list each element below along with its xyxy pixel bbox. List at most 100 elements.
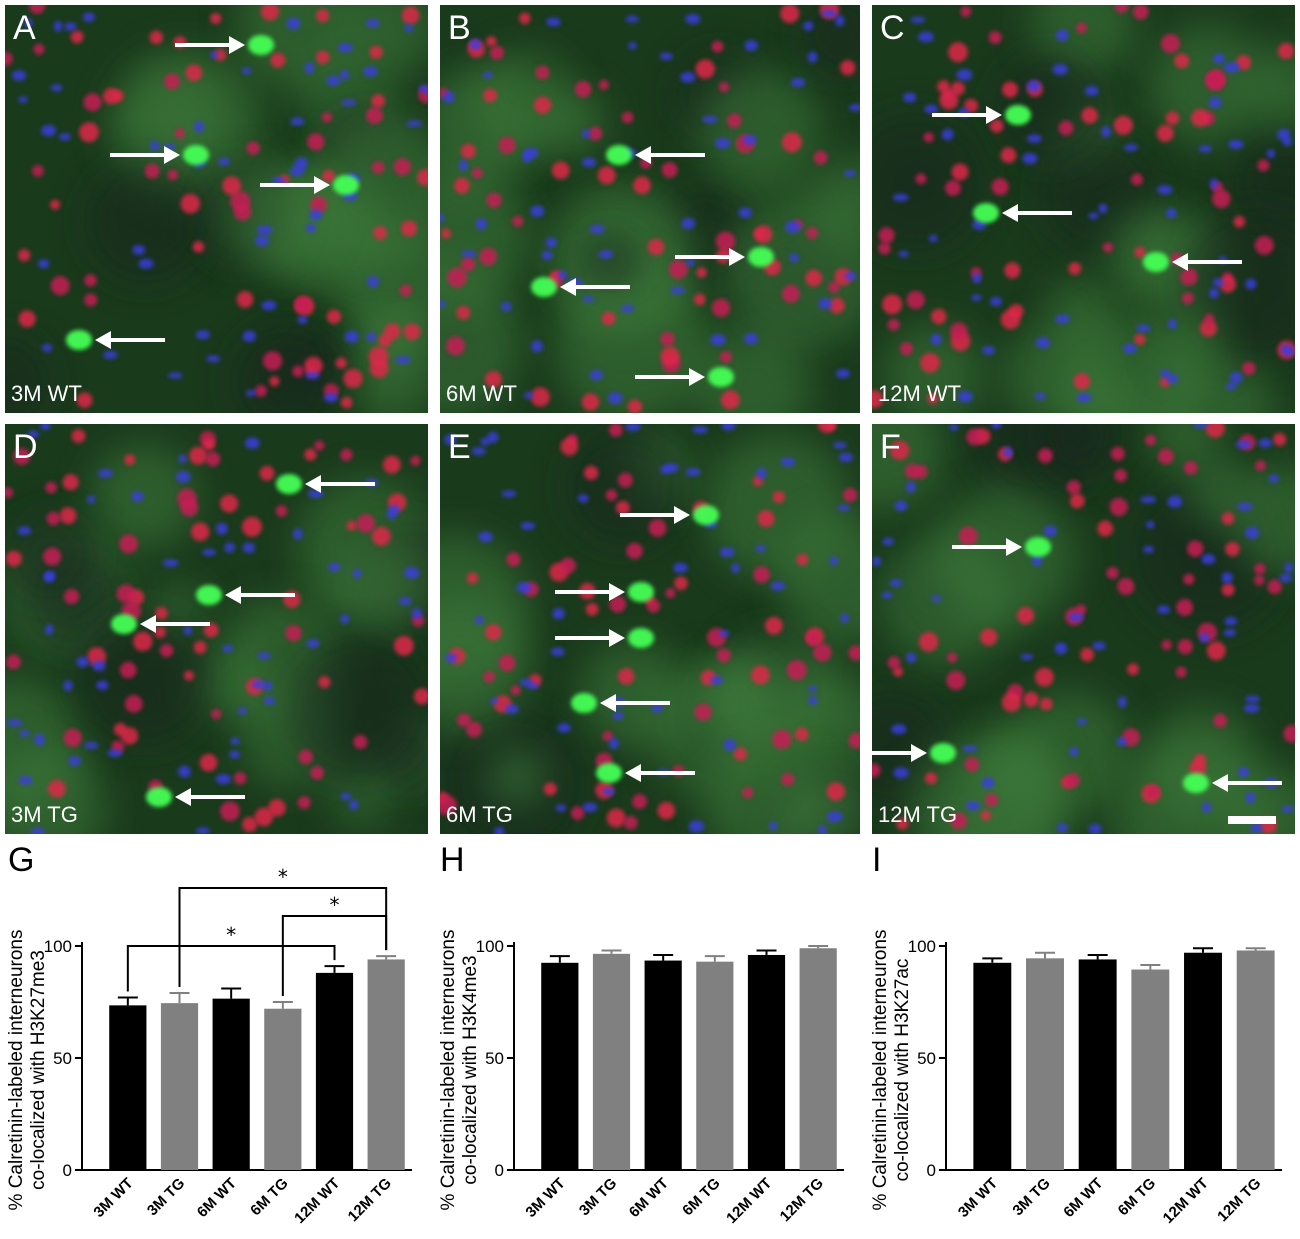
micrograph-panel-a: A 3M WT <box>5 5 428 413</box>
x-tick-label: 3M TG <box>576 1175 620 1219</box>
red-nucleus <box>485 624 502 641</box>
blue-nucleus <box>18 775 33 785</box>
blue-nucleus <box>1245 526 1260 539</box>
red-nucleus <box>1000 309 1021 330</box>
red-nucleus <box>13 448 31 465</box>
blue-nucleus <box>406 120 423 127</box>
calretinin-neuron <box>66 330 92 350</box>
red-nucleus <box>711 40 724 53</box>
blue-nucleus <box>480 437 491 446</box>
x-tick-label: 12M WT <box>723 1175 775 1227</box>
blue-nucleus <box>262 681 273 691</box>
blue-nucleus <box>1076 393 1092 403</box>
blue-nucleus <box>242 542 255 553</box>
red-nucleus <box>988 31 1002 44</box>
red-nucleus <box>479 247 497 266</box>
red-nucleus <box>1254 563 1266 575</box>
x-tick-label: 12M WT <box>1160 1175 1212 1227</box>
red-nucleus <box>945 180 961 196</box>
red-nucleus <box>512 215 524 227</box>
red-nucleus <box>1134 333 1146 345</box>
red-nucleus <box>70 30 84 44</box>
red-nucleus <box>718 81 730 93</box>
red-nucleus <box>189 446 208 465</box>
blue-nucleus <box>724 738 736 751</box>
blue-nucleus <box>555 804 567 812</box>
blue-nucleus <box>1020 653 1034 660</box>
red-nucleus <box>1183 573 1195 585</box>
blue-nucleus <box>686 257 695 267</box>
red-nucleus <box>829 297 845 314</box>
red-nucleus <box>466 572 479 584</box>
red-nucleus <box>1075 604 1087 615</box>
blue-nucleus <box>889 579 903 587</box>
blue-nucleus <box>1143 546 1154 553</box>
red-nucleus <box>144 163 160 179</box>
blue-nucleus <box>840 613 850 623</box>
red-nucleus <box>294 296 311 313</box>
x-tick-label: 6M TG <box>1115 1175 1159 1219</box>
arrow-head <box>1172 253 1188 271</box>
red-nucleus <box>781 132 802 153</box>
blue-nucleus <box>307 489 324 498</box>
red-nucleus <box>1000 147 1017 164</box>
calretinin-neuron <box>628 582 654 602</box>
bar-chart-h3k27ac: % Calretinin-labeled interneuronsco-loca… <box>870 930 1282 1227</box>
red-nucleus <box>1213 713 1227 728</box>
bar-chart-h3k4me3: % Calretinin-labeled interneuronsco-loca… <box>438 930 844 1227</box>
red-nucleus <box>211 709 222 720</box>
red-nucleus <box>1206 641 1226 661</box>
red-nucleus <box>498 654 516 672</box>
red-nucleus <box>335 357 347 369</box>
red-nucleus <box>116 584 136 603</box>
red-nucleus <box>696 267 707 278</box>
blue-nucleus <box>92 660 106 672</box>
blue-nucleus <box>808 696 818 705</box>
red-nucleus <box>79 122 99 143</box>
red-nucleus <box>316 50 330 64</box>
micrograph-panel-f: F 12M TG <box>872 424 1295 834</box>
red-nucleus <box>440 795 457 816</box>
blue-nucleus <box>670 286 686 294</box>
blue-nucleus <box>531 340 543 353</box>
red-nucleus <box>1110 446 1125 461</box>
red-nucleus <box>457 713 471 727</box>
arrow-head <box>689 368 705 386</box>
red-nucleus <box>310 196 327 214</box>
blue-nucleus <box>681 217 696 229</box>
red-nucleus <box>454 177 470 194</box>
blue-nucleus <box>546 17 561 27</box>
bar <box>367 959 405 1170</box>
red-nucleus <box>119 534 138 554</box>
blue-nucleus <box>41 124 57 137</box>
micrograph-image <box>872 424 1295 834</box>
blue-nucleus <box>1209 288 1220 299</box>
red-nucleus <box>878 242 891 255</box>
blue-nucleus <box>651 703 664 713</box>
calretinin-neuron <box>930 743 956 763</box>
calretinin-neuron <box>196 585 222 605</box>
neuropil-haze <box>698 69 821 192</box>
panel-caption: 6M TG <box>446 802 513 827</box>
blue-nucleus <box>395 356 411 364</box>
blue-nucleus <box>324 392 338 403</box>
blue-nucleus <box>261 300 277 311</box>
arrow-head <box>314 176 330 194</box>
red-nucleus <box>1212 189 1231 209</box>
red-nucleus <box>951 163 969 181</box>
blue-nucleus <box>881 591 893 599</box>
red-nucleus <box>164 73 181 90</box>
calretinin-neuron <box>708 367 734 387</box>
bar <box>592 953 631 1170</box>
blue-nucleus <box>770 581 786 591</box>
blue-nucleus <box>297 316 308 324</box>
blue-nucleus <box>1055 314 1070 324</box>
blue-nucleus <box>1266 149 1275 159</box>
blue-nucleus <box>821 9 837 18</box>
arrow-head <box>986 106 1002 124</box>
red-nucleus <box>989 119 1004 133</box>
blue-nucleus <box>1235 440 1252 449</box>
blue-nucleus <box>680 72 696 83</box>
y-tick-label: 50 <box>53 1049 72 1068</box>
red-nucleus <box>1219 275 1237 293</box>
